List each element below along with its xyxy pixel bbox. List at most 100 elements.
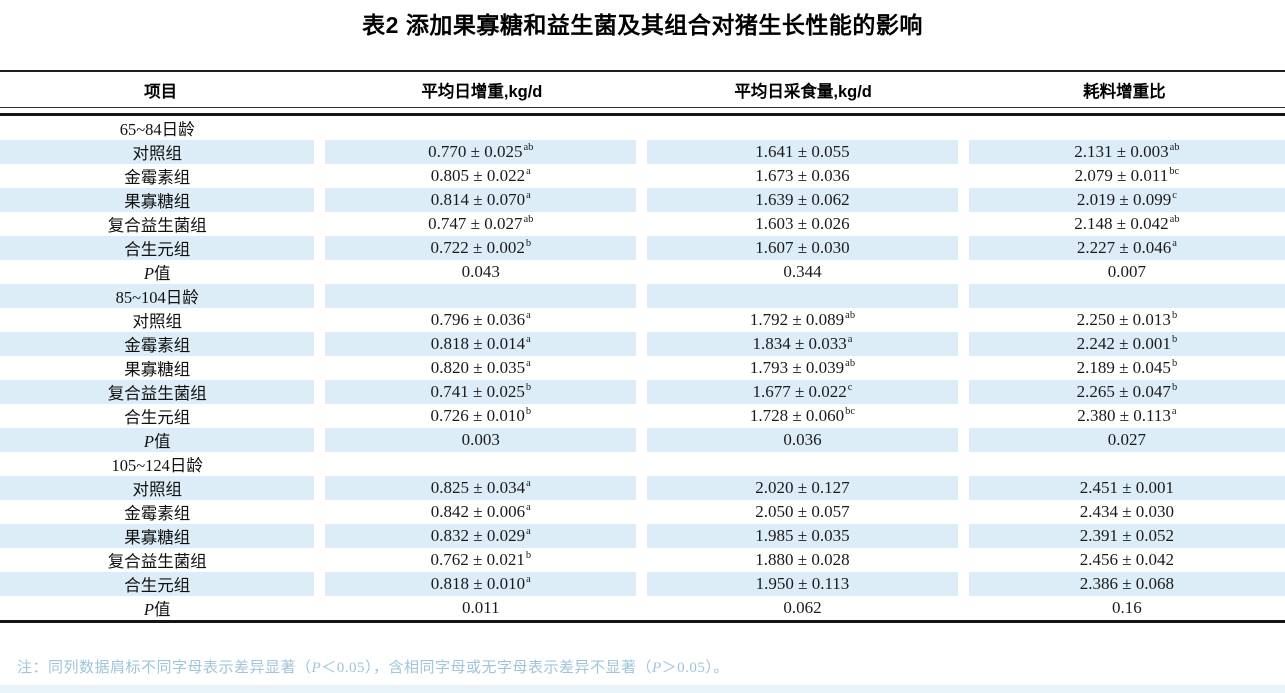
cell-value — [314, 284, 642, 308]
table-row-data: 合生元组 0.818 ± 0.010a 1.950 ± 0.113 2.386 ± 0… — [0, 572, 1285, 596]
cell-value: 1.985 ± 0.035 — [636, 524, 964, 548]
cell-value: 0.027 — [957, 428, 1285, 452]
significance-superscript: c — [1172, 190, 1177, 202]
table-row-data: 合生元组 0.722 ± 0.002b 1.607 ± 0.030 2.227 ± 0… — [0, 236, 1285, 260]
table-row-p: P值 0.011 0.062 0.16 — [0, 596, 1285, 620]
cell-value: 2.380 ± 0.113a — [957, 404, 1285, 428]
cell-value: 0.805 ± 0.022a — [314, 164, 642, 188]
row-label: 对照组 — [0, 476, 320, 500]
row-label: 合生元组 — [0, 236, 320, 260]
cell-value: 2.456 ± 0.042 — [957, 548, 1285, 572]
cell-value — [636, 116, 964, 140]
cell-value: 0.011 — [314, 596, 642, 620]
table-row-data: 对照组 0.825 ± 0.034a 2.020 ± 0.127 2.451 ± 0.… — [0, 476, 1285, 500]
column-header-item: 项目 — [144, 82, 178, 101]
row-label: 果寡糖组 — [124, 360, 191, 379]
table-row-data: 对照组 0.796 ± 0.036a 1.792 ± 0.089ab 2.250 ± … — [0, 308, 1285, 332]
bottom-strip — [0, 685, 1285, 693]
cell-value: 2.079 ± 0.011bc — [957, 164, 1285, 188]
significance-superscript: a — [847, 334, 853, 346]
significance-superscript: b — [525, 406, 532, 418]
row-label: 合生元组 — [0, 572, 320, 596]
significance-superscript: ab — [845, 310, 856, 322]
significance-superscript: a — [526, 358, 531, 370]
cell-value: 0.796 ± 0.036a — [314, 308, 642, 332]
row-label: 对照组 — [132, 312, 182, 331]
cell-value: 2.434 ± 0.030 — [957, 500, 1285, 524]
cell-value — [957, 284, 1285, 308]
table-header-row: 项目 平均日增重,kg/d 平均日采食量,kg/d 耗料增重比 — [0, 70, 1285, 108]
cell-value: 0.036 — [636, 428, 964, 452]
row-label: 金霉素组 — [124, 504, 191, 523]
significance-superscript: a — [526, 334, 531, 346]
cell-value: 2.265 ± 0.047b — [957, 380, 1285, 404]
significance-superscript: ab — [845, 358, 856, 370]
table-row-data: 对照组 0.770 ± 0.025ab 1.641 ± 0.055 2.131 ± 0… — [0, 140, 1285, 164]
cell-value — [636, 452, 964, 476]
group-label: 65~84日龄 — [119, 120, 195, 139]
cell-value: 0.825 ± 0.034a — [314, 476, 642, 500]
table-row-p: P值 0.003 0.036 0.027 — [0, 428, 1285, 452]
column-header-adfi: 平均日采食量,kg/d — [734, 82, 872, 101]
cell-value — [314, 116, 642, 140]
significance-superscript: bc — [1169, 166, 1180, 178]
significance-superscript: b — [525, 238, 532, 250]
row-label: 复合益生菌组 — [107, 216, 207, 235]
table-row-p: P值 0.043 0.344 0.007 — [0, 260, 1285, 284]
table-title: 表2 添加果寡糖和益生菌及其组合对猪生长性能的影响 — [362, 12, 923, 38]
significance-superscript: b — [525, 382, 532, 394]
row-label: 金霉素组 — [124, 168, 191, 187]
cell-value: 0.003 — [314, 428, 642, 452]
row-label: 复合益生菌组 — [0, 380, 320, 404]
cell-value: 0.722 ± 0.002b — [314, 236, 642, 260]
cell-value: 0.062 — [636, 596, 964, 620]
significance-superscript: b — [1171, 310, 1178, 322]
cell-value — [314, 452, 642, 476]
cell-value: 0.818 ± 0.014a — [314, 332, 642, 356]
significance-superscript: ab — [1169, 214, 1180, 226]
cell-value: 0.770 ± 0.025ab — [314, 140, 642, 164]
data-table: 65~84日龄 对照组 0.770 ± 0.025ab 1.641 ± 0.055 2.… — [0, 116, 1285, 620]
table-row-group: 85~104日龄 — [0, 284, 1285, 308]
cell-value: 2.148 ± 0.042ab — [957, 212, 1285, 236]
pvalue-label: P值 — [0, 428, 320, 452]
table-footnote: 注：同列数据肩标不同字母表示差异显著（P＜0.05），含相同字母或无字母表示差异… — [17, 660, 729, 676]
significance-superscript: b — [1171, 382, 1178, 394]
row-label: 合生元组 — [124, 408, 191, 427]
cell-value: 0.741 ± 0.025b — [314, 380, 642, 404]
cell-value: 1.677 ± 0.022c — [636, 380, 964, 404]
cell-value: 0.007 — [957, 260, 1285, 284]
cell-value: 0.16 — [957, 596, 1285, 620]
table-row-data: 果寡糖组 0.820 ± 0.035a 1.793 ± 0.039ab 2.189 ±… — [0, 356, 1285, 380]
cell-value: 1.673 ± 0.036 — [636, 164, 964, 188]
cell-value: 1.834 ± 0.033a — [636, 332, 964, 356]
cell-value: 0.832 ± 0.029a — [314, 524, 642, 548]
cell-value — [957, 116, 1285, 140]
pvalue-label: P值 — [143, 264, 171, 283]
significance-superscript: b — [1171, 334, 1178, 346]
group-label: 105~124日龄 — [111, 456, 203, 475]
table-row-data: 金霉素组 0.818 ± 0.014a 1.834 ± 0.033a 2.242 ± … — [0, 332, 1285, 356]
cell-value: 2.451 ± 0.001 — [957, 476, 1285, 500]
row-label: 复合益生菌组 — [107, 552, 207, 571]
significance-superscript: a — [1171, 406, 1177, 418]
group-label: 85~104日龄 — [0, 284, 320, 308]
table-row-group: 65~84日龄 — [0, 116, 1285, 140]
cell-value: 0.043 — [314, 260, 642, 284]
cell-value — [636, 284, 964, 308]
cell-value: 1.880 ± 0.028 — [636, 548, 964, 572]
table-row-data: 金霉素组 0.805 ± 0.022a 1.673 ± 0.036 2.079 ± 0… — [0, 164, 1285, 188]
table-row-group: 105~124日龄 — [0, 452, 1285, 476]
cell-value: 2.250 ± 0.013b — [957, 308, 1285, 332]
row-label: 对照组 — [0, 140, 320, 164]
cell-value: 0.726 ± 0.010b — [314, 404, 642, 428]
significance-superscript: a — [1172, 238, 1177, 250]
cell-value: 2.019 ± 0.099c — [957, 188, 1285, 212]
table-row-data: 合生元组 0.726 ± 0.010b 1.728 ± 0.060bc 2.380 ±… — [0, 404, 1285, 428]
row-label: 果寡糖组 — [0, 524, 320, 548]
cell-value: 2.391 ± 0.052 — [957, 524, 1285, 548]
table-bottom-divider — [0, 620, 1285, 623]
cell-value: 1.728 ± 0.060bc — [636, 404, 964, 428]
table-row-data: 果寡糖组 0.814 ± 0.070a 1.639 ± 0.062 2.019 ± 0… — [0, 188, 1285, 212]
